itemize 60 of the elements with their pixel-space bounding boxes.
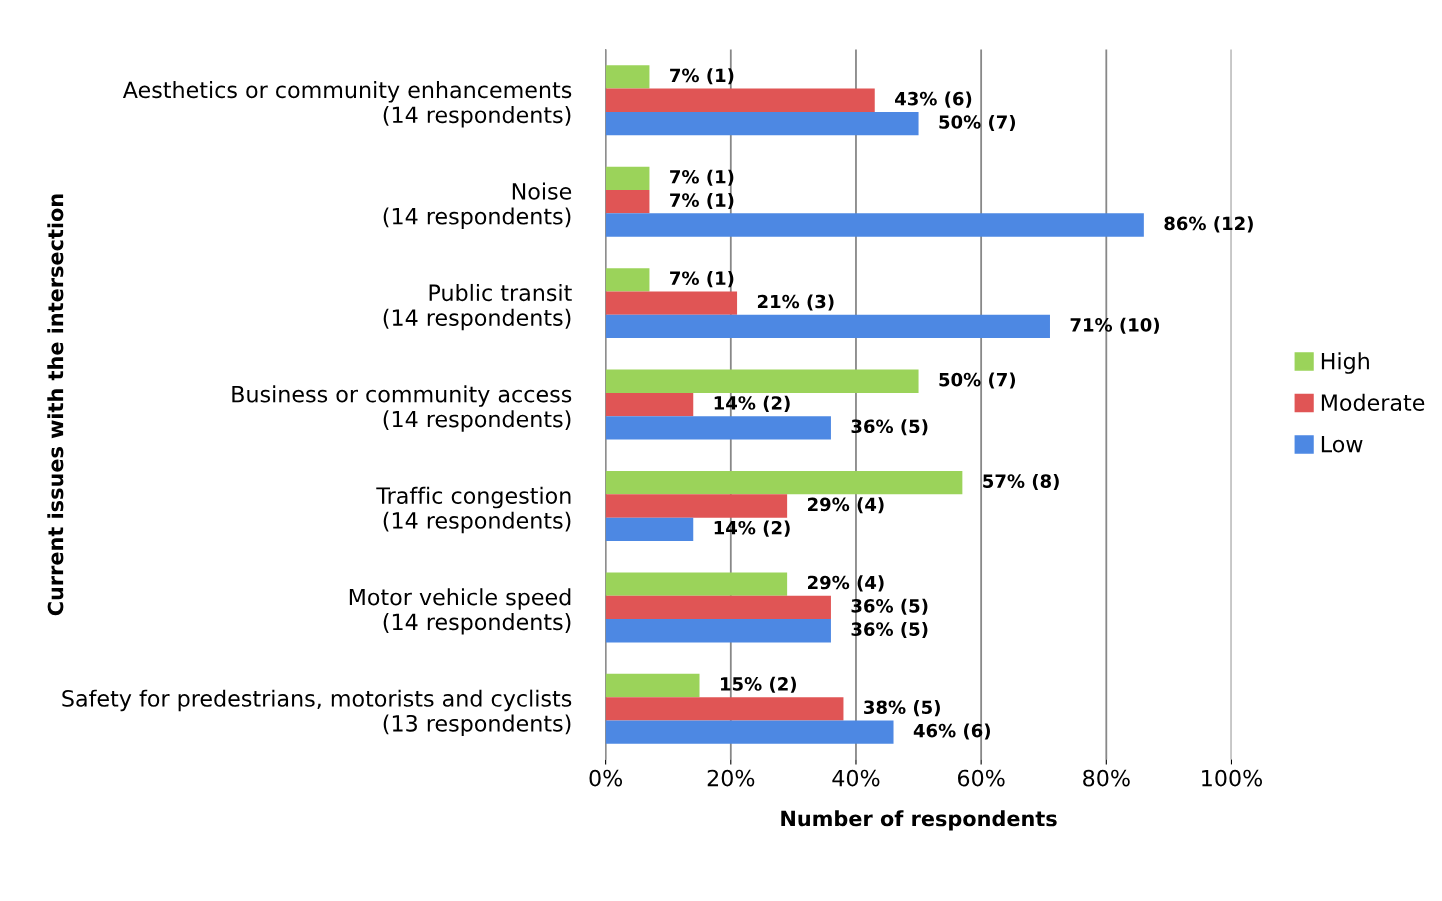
data-label: 86% (12) xyxy=(1164,216,1253,233)
data-label: 50% (7) xyxy=(939,372,1016,389)
data-label: 29% (4) xyxy=(808,575,884,592)
bar xyxy=(605,88,875,112)
bar xyxy=(605,673,700,698)
data-label: 14% (2) xyxy=(714,395,790,412)
bar xyxy=(605,314,1050,339)
x-tick-label: 80% xyxy=(1083,769,1130,787)
x-tick-label: 40% xyxy=(832,769,880,787)
data-label: 50% (7) xyxy=(939,114,1016,131)
data-label: 46% (6) xyxy=(913,723,990,740)
data-label: 7% (1) xyxy=(670,192,734,210)
bar xyxy=(605,416,831,440)
bar xyxy=(605,619,831,643)
x-tick-label: 100% xyxy=(1202,769,1263,787)
x-tick-label: 0% xyxy=(589,769,623,787)
data-label: 21% (3) xyxy=(757,294,834,311)
bar xyxy=(605,369,919,393)
y-tick-label: Aesthetics or community enhancements (14 respondents) xyxy=(122,81,572,128)
legend-label: Moderate xyxy=(1321,393,1425,411)
x-axis-title: Number of respondents xyxy=(781,810,1057,831)
y-axis-title: Current issues with the intersection xyxy=(47,194,64,616)
bar xyxy=(605,572,788,596)
data-label: 15% (2) xyxy=(721,676,796,693)
data-label: 7% (1) xyxy=(670,68,734,85)
bar xyxy=(605,517,694,541)
y-tick-label: Business or community access (14 respondents) xyxy=(232,385,572,432)
data-label: 36% (5) xyxy=(851,598,928,615)
data-label: 29% (4) xyxy=(808,497,884,514)
bar xyxy=(605,494,788,518)
y-tick-label: Noise (14 respondents) xyxy=(383,182,572,229)
bar xyxy=(605,111,919,136)
y-tick-label: Public transit (14 respondents) xyxy=(383,283,572,331)
data-label: 71% (10) xyxy=(1070,317,1159,334)
legend-label: Low xyxy=(1321,435,1363,453)
bar xyxy=(605,190,650,214)
data-label: 36% (5) xyxy=(851,419,928,436)
bar xyxy=(605,595,831,620)
data-label: 7% (1) xyxy=(670,271,734,288)
data-label: 7% (1) xyxy=(670,169,734,186)
bar xyxy=(605,291,738,315)
data-label: 14% (2) xyxy=(714,520,790,537)
bar xyxy=(605,268,650,292)
bar xyxy=(605,697,844,721)
bar xyxy=(605,213,1144,237)
y-tick-label: Traffic congestion (14 respondents) xyxy=(376,486,571,534)
bar xyxy=(605,720,894,744)
y-tick-label: Safety for predestrians, motorists and cyclists (13 respondents) xyxy=(62,689,572,737)
bar xyxy=(605,392,694,417)
data-label: 43% (6) xyxy=(895,91,972,108)
bar xyxy=(605,470,963,495)
x-tick-label: 20% xyxy=(707,769,755,787)
legend-label: High xyxy=(1321,352,1369,374)
bar xyxy=(605,65,650,89)
data-label: 36% (5) xyxy=(851,622,928,639)
x-tick-label: 60% xyxy=(957,769,1005,787)
bar xyxy=(605,166,650,191)
data-label: 38% (5) xyxy=(864,700,940,717)
y-tick-label: Motor vehicle speed (14 respondents) xyxy=(349,588,571,635)
data-label: 57% (8) xyxy=(983,473,1059,491)
